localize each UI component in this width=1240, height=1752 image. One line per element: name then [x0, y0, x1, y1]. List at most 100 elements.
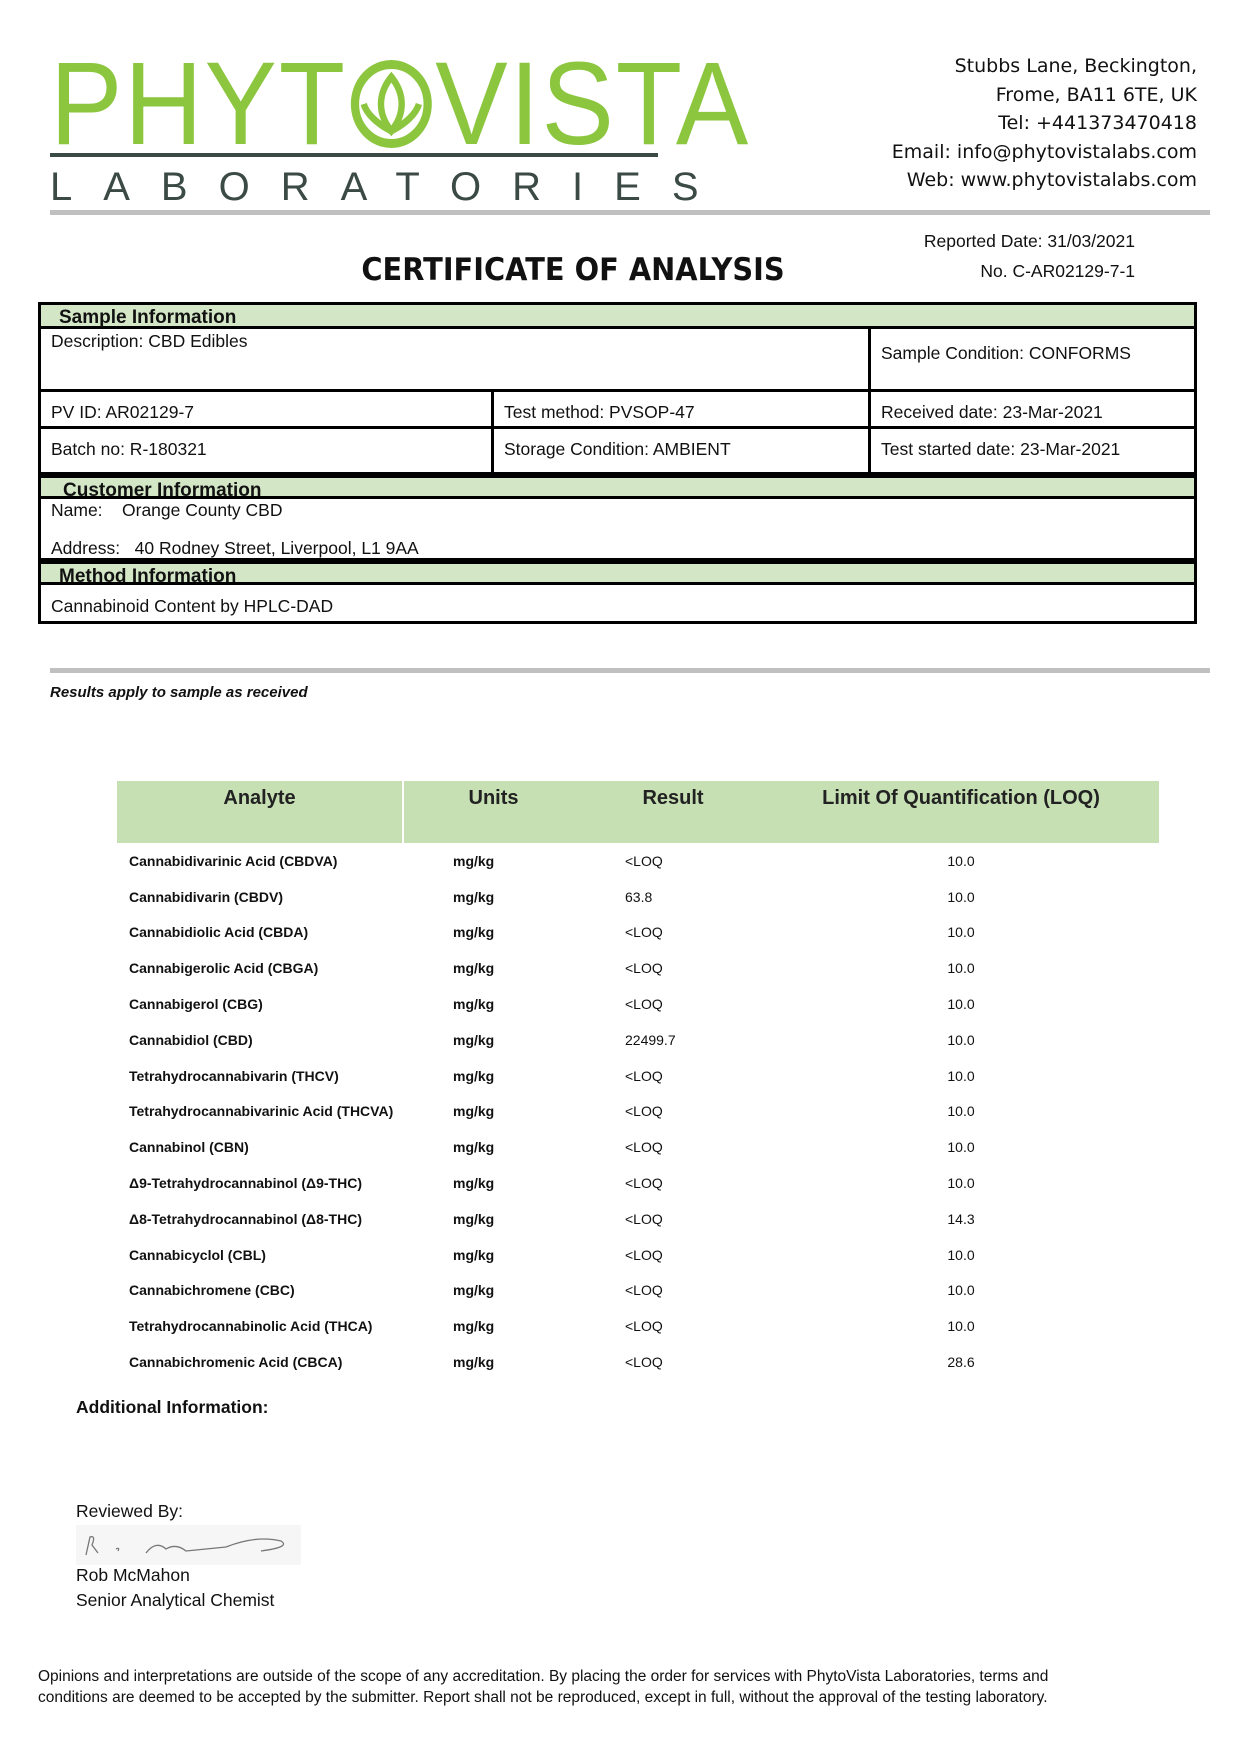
sample-condition: Sample Condition: CONFORMS: [881, 343, 1131, 363]
cell-analyte: Tetrahydrocannabivarin (THCV): [129, 1067, 339, 1084]
signature: [76, 1525, 301, 1565]
sample-info-heading: Sample Information: [41, 305, 1194, 329]
customer-address: Address: 40 Rodney Street, Liverpool, L1…: [51, 537, 1184, 560]
footer-disclaimer: Opinions and interpretations are outside…: [38, 1668, 1049, 1706]
cell-result: <LOQ: [625, 1246, 663, 1263]
cell-loq: 10.0: [947, 960, 975, 977]
cell-analyte: Cannabidivarin (CBDV): [129, 888, 284, 905]
header-result: Result: [583, 781, 763, 843]
table-row: Tetrahydrocannabivarinic Acid (THCVA) mg/…: [117, 1094, 1159, 1130]
logo-wordmark: PHYT VISTA: [50, 38, 751, 170]
table-row: Tetrahydrocannabivarin (THCV) mg/kg <LOQ 10…: [117, 1058, 1159, 1094]
cell-units: mg/kg: [453, 1103, 495, 1120]
address-label: Address:: [51, 538, 121, 558]
email: Email: info@phytovistalabs.com: [891, 140, 1197, 163]
cell-result: <LOQ: [625, 1354, 663, 1371]
customer-name: Name: Orange County CBD: [51, 499, 1184, 522]
cell-analyte: Tetrahydrocannabinolic Acid (THCA): [129, 1318, 373, 1335]
cell-result: <LOQ: [625, 1067, 663, 1084]
method-text: Cannabinoid Content by HPLC-DAD: [51, 596, 334, 616]
cell-result: 63.8: [625, 888, 653, 905]
cell-analyte: Cannabigerolic Acid (CBGA): [129, 960, 319, 977]
cell-loq: 28.6: [947, 1354, 975, 1371]
cell-result: <LOQ: [625, 924, 663, 941]
cell-units: mg/kg: [453, 1282, 495, 1299]
cell-units: mg/kg: [453, 1031, 495, 1048]
cell-result: <LOQ: [625, 852, 663, 869]
address-line-2: Frome, BA11 6TE, UK: [995, 83, 1197, 106]
report-meta: Reported Date: 31/03/2021 No. C-AR02129-…: [924, 226, 1135, 286]
phone: Tel: +441373470418: [998, 112, 1197, 134]
table-row: Cannabichromene (CBC) mg/kg <LOQ 10.0: [117, 1273, 1159, 1309]
results-note: Results apply to sample as received: [50, 684, 308, 701]
table-row: Cannabichromenic Acid (CBCA) mg/kg <LOQ 28.…: [117, 1344, 1159, 1380]
table-row: Cannabigerolic Acid (CBGA) mg/kg <LOQ 10.0: [117, 950, 1159, 986]
cell-units: mg/kg: [453, 1175, 495, 1192]
cell-loq: 10.0: [947, 1031, 975, 1048]
table-row: Δ8-Tetrahydrocannabinol (Δ8-THC) mg/kg <LO…: [117, 1201, 1159, 1237]
table-row: Cannabinol (CBN) mg/kg <LOQ 10.0: [117, 1129, 1159, 1165]
cell-loq: 10.0: [947, 1103, 975, 1120]
cell-analyte: Cannabicyclol (CBL): [129, 1246, 266, 1263]
cell-result: <LOQ: [625, 1103, 663, 1120]
header-loq: Limit Of Quantification (LOQ): [763, 781, 1159, 843]
received-date: Received date: 23-Mar-2021: [881, 402, 1103, 422]
cell-analyte: Cannabichromene (CBC): [129, 1282, 295, 1299]
divider: [50, 668, 1210, 673]
contact-block: Stubbs Lane, Beckington, Frome, BA11 6TE…: [892, 52, 1197, 195]
test-method: Test method: PVSOP-47: [494, 392, 871, 426]
report-number: No. C-AR02129-7-1: [980, 261, 1135, 281]
cell-analyte: Cannabigerol (CBG): [129, 996, 263, 1013]
cell-units: mg/kg: [453, 924, 495, 941]
cell-loq: 10.0: [947, 1246, 975, 1263]
cell-loq: 10.0: [947, 1139, 975, 1156]
cell-result: <LOQ: [625, 1318, 663, 1335]
cell-loq: 10.0: [947, 888, 975, 905]
table-row: Cannabidiol (CBD) mg/kg 22499.7 10.0: [117, 1022, 1159, 1058]
header-units: Units: [403, 781, 583, 843]
cell-analyte: Tetrahydrocannabivarinic Acid (THCVA): [129, 1103, 394, 1120]
cell-units: mg/kg: [453, 1210, 495, 1227]
leaf-icon: [350, 60, 432, 148]
cell-analyte: Cannabidiolic Acid (CBDA): [129, 924, 309, 941]
method-info-heading: Method Information: [41, 561, 1194, 587]
cell-analyte: Δ8-Tetrahydrocannabinol (Δ8-THC): [129, 1210, 362, 1227]
table-row: Cannabicyclol (CBL) mg/kg <LOQ 10.0: [117, 1237, 1159, 1273]
table-row: Cannabigerol (CBG) mg/kg <LOQ 10.0: [117, 986, 1159, 1022]
website: Web: www.phytovistalabs.com: [906, 169, 1197, 191]
name-value: Orange County CBD: [122, 500, 283, 520]
cell-units: mg/kg: [453, 1067, 495, 1084]
table-row: Cannabidivarin (CBDV) mg/kg 63.8 10.0: [117, 879, 1159, 915]
additional-info-label: Additional Information:: [76, 1397, 269, 1417]
table-row: Δ9-Tetrahydrocannabinol (Δ9-THC) mg/kg <LO…: [117, 1165, 1159, 1201]
table-row: Tetrahydrocannabinolic Acid (THCA) mg/kg <…: [117, 1308, 1159, 1344]
header-analyte: Analyte: [117, 781, 404, 843]
cell-analyte: Cannabidivarinic Acid (CBDVA): [129, 852, 338, 869]
cell-units: mg/kg: [453, 1318, 495, 1335]
cell-analyte: Δ9-Tetrahydrocannabinol (Δ9-THC): [129, 1175, 362, 1192]
cell-units: mg/kg: [453, 1246, 495, 1263]
cell-result: 22499.7: [625, 1031, 676, 1048]
description: Description: CBD Edibles: [41, 329, 871, 389]
cell-result: <LOQ: [625, 996, 663, 1013]
divider: [50, 210, 1210, 215]
cell-units: mg/kg: [453, 888, 495, 905]
cell-result: <LOQ: [625, 1139, 663, 1156]
cell-units: mg/kg: [453, 852, 495, 869]
cell-units: mg/kg: [453, 960, 495, 977]
cell-analyte: Cannabidiol (CBD): [129, 1031, 253, 1048]
cell-loq: 10.0: [947, 1318, 975, 1335]
page-title: CERTIFICATE OF ANALYSIS: [361, 252, 785, 288]
cell-result: <LOQ: [625, 1175, 663, 1192]
name-label: Name:: [51, 500, 103, 520]
logo-subtitle: LABORATORIES: [50, 165, 730, 209]
cell-loq: 14.3: [947, 1210, 975, 1227]
cell-units: mg/kg: [453, 1139, 495, 1156]
cell-loq: 10.0: [947, 1175, 975, 1192]
batch-no: Batch no: R-180321: [41, 429, 494, 472]
cell-result: <LOQ: [625, 1282, 663, 1299]
reviewer-role: Senior Analytical Chemist: [76, 1590, 275, 1610]
cell-loq: 10.0: [947, 996, 975, 1013]
cell-result: <LOQ: [625, 1210, 663, 1227]
cell-analyte: Cannabinol (CBN): [129, 1139, 249, 1156]
